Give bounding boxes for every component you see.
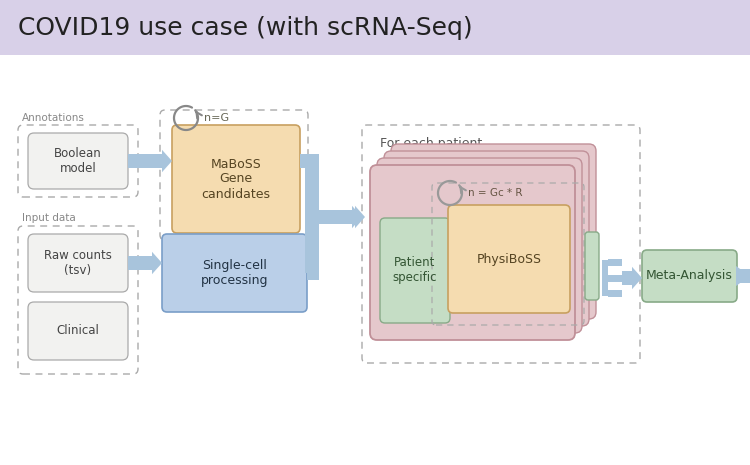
Bar bbox=[737, 269, 750, 283]
Bar bbox=[305, 161, 319, 273]
Polygon shape bbox=[632, 267, 642, 289]
Bar bbox=[305, 161, 319, 273]
FancyBboxPatch shape bbox=[585, 232, 599, 300]
Bar bbox=[608, 259, 622, 266]
Bar bbox=[128, 154, 162, 168]
Bar bbox=[300, 154, 319, 168]
Bar bbox=[128, 256, 152, 270]
FancyBboxPatch shape bbox=[28, 133, 128, 189]
FancyBboxPatch shape bbox=[162, 234, 307, 312]
Text: Raw counts
(tsv): Raw counts (tsv) bbox=[44, 249, 112, 277]
FancyBboxPatch shape bbox=[28, 234, 128, 292]
FancyBboxPatch shape bbox=[384, 151, 589, 326]
Text: Meta-Analysis: Meta-Analysis bbox=[646, 270, 733, 283]
Text: PhysiBoSS: PhysiBoSS bbox=[476, 252, 542, 266]
FancyBboxPatch shape bbox=[370, 165, 575, 340]
Bar bbox=[602, 260, 608, 296]
FancyBboxPatch shape bbox=[380, 218, 450, 323]
Polygon shape bbox=[736, 266, 750, 286]
Bar bbox=[622, 271, 632, 285]
Text: Annotations: Annotations bbox=[22, 113, 85, 123]
FancyBboxPatch shape bbox=[377, 158, 582, 333]
FancyBboxPatch shape bbox=[448, 205, 570, 313]
Bar bbox=[300, 154, 319, 168]
Bar bbox=[305, 210, 355, 224]
Text: Patient
specific: Patient specific bbox=[393, 257, 437, 285]
Bar bbox=[0, 0, 750, 55]
Bar bbox=[608, 274, 622, 281]
FancyBboxPatch shape bbox=[642, 250, 737, 302]
FancyBboxPatch shape bbox=[172, 125, 300, 233]
FancyBboxPatch shape bbox=[28, 302, 128, 360]
Bar bbox=[312, 210, 352, 224]
Polygon shape bbox=[355, 206, 365, 228]
Text: For each patient: For each patient bbox=[380, 137, 482, 150]
Text: COVID19 use case (with scRNA-Seq): COVID19 use case (with scRNA-Seq) bbox=[18, 16, 472, 40]
Text: MaBoSS
Gene
candidates: MaBoSS Gene candidates bbox=[202, 158, 271, 200]
Text: n = Gc * R: n = Gc * R bbox=[468, 188, 523, 198]
Text: Clinical: Clinical bbox=[56, 325, 100, 338]
Bar bbox=[307, 266, 319, 280]
Text: n=G: n=G bbox=[204, 113, 230, 123]
Polygon shape bbox=[352, 206, 362, 228]
Bar bbox=[608, 290, 622, 297]
Text: Single-cell
processing: Single-cell processing bbox=[201, 259, 268, 287]
Polygon shape bbox=[162, 150, 172, 172]
Text: Input data: Input data bbox=[22, 213, 76, 223]
Polygon shape bbox=[152, 252, 162, 274]
Text: Boolean
model: Boolean model bbox=[54, 147, 102, 175]
FancyBboxPatch shape bbox=[391, 144, 596, 319]
